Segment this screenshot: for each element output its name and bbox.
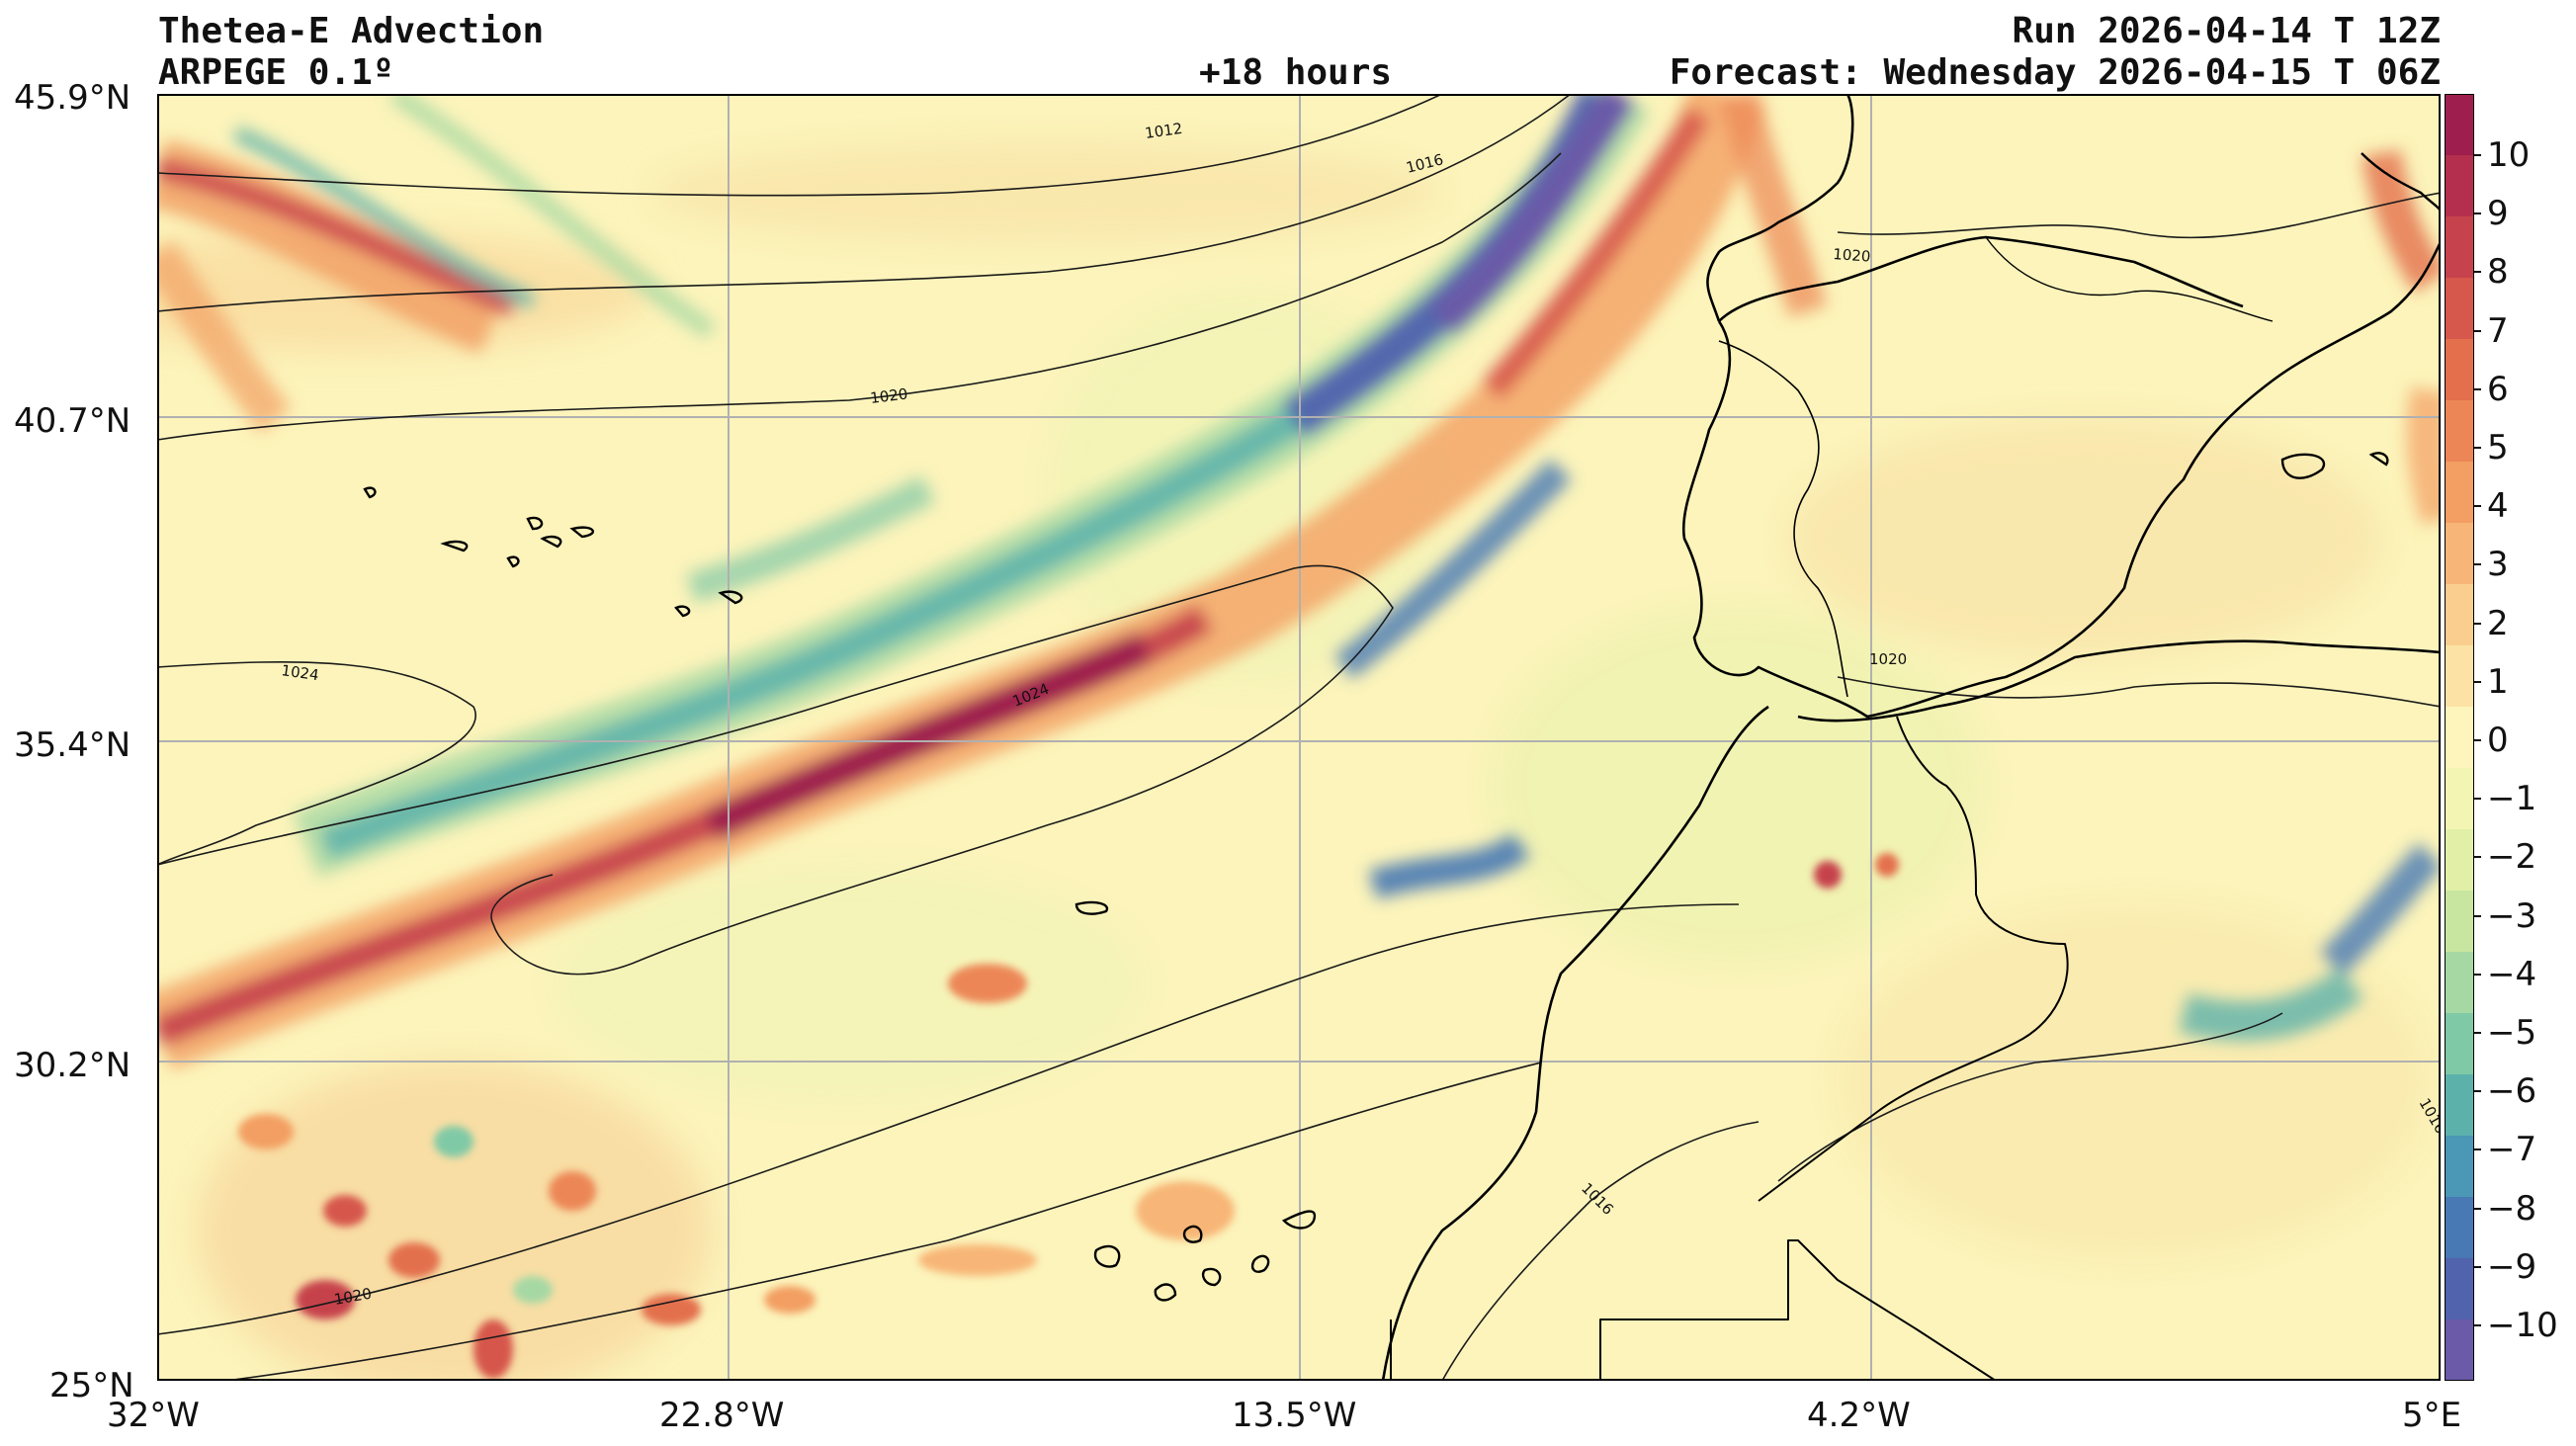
colorbar-segments [2445, 94, 2474, 1381]
map-border [157, 94, 2441, 1381]
colorbar-tick-mark [2474, 387, 2481, 390]
lon-label-32w: 32°W [107, 1396, 200, 1435]
colorbar-segment [2445, 1319, 2474, 1381]
isobar-label-1012: 1012 [1144, 120, 1183, 142]
colorbar-tick-mark [2474, 856, 2481, 859]
colorbar-tick-label: −1 [2487, 779, 2537, 819]
colorbar-tick-mark [2474, 1324, 2481, 1326]
colorbar-tick-mark [2474, 1032, 2481, 1034]
forecast-time: Forecast: Wednesday 2026-04-15 T 06Z [1669, 52, 2441, 93]
colorbar-segment [2445, 584, 2474, 646]
colorbar [2445, 94, 2474, 1381]
colorbar-segment [2445, 952, 2474, 1014]
run-time: Run 2026-04-14 T 12Z [2012, 11, 2441, 51]
colorbar-tick-label: 7 [2487, 310, 2509, 351]
colorbar-tick-mark [2474, 213, 2481, 215]
scattered-cells [238, 853, 1899, 1379]
lat-label-40-7: 40.7°N [14, 401, 131, 441]
isobar-label-1020-atlantic: 1020 [869, 384, 908, 407]
colorbar-tick-mark [2474, 505, 2481, 508]
lead-time: +18 hours [1199, 52, 1393, 93]
colorbar-tick-label: −10 [2487, 1306, 2558, 1345]
advection-map: 1012 1016 1020 1020 1024 1024 1020 1016 … [157, 94, 2441, 1381]
nw-bands [157, 94, 716, 433]
colorbar-segment [2445, 462, 2474, 524]
isobars [157, 94, 2441, 1381]
lon-label-5e: 5°E [2402, 1396, 2462, 1435]
isobar-label-1024-west: 1024 [280, 661, 319, 684]
lon-label-4-2w: 4.2°W [1807, 1396, 1911, 1435]
colorbar-tick-label: 5 [2487, 428, 2509, 468]
colorbar-tick-label: 6 [2487, 369, 2509, 409]
colorbar-tick-label: 10 [2487, 135, 2531, 175]
colorbar-segment [2445, 400, 2474, 463]
islands [363, 152, 2441, 1302]
lat-label-35-4: 35.4°N [14, 725, 131, 765]
colorbar-tick-label: −2 [2487, 837, 2537, 878]
colorbar-tick-mark [2474, 739, 2481, 741]
isobar-label-1020-iberia: 1020 [1833, 245, 1871, 266]
colorbar-tick-label: −3 [2487, 895, 2537, 936]
colorbar-segment [2445, 1074, 2474, 1137]
colorbar-segment [2445, 339, 2474, 401]
lat-label-45-9: 45.9°N [14, 78, 131, 118]
colorbar-segment [2445, 645, 2474, 708]
colorbar-segment [2445, 216, 2474, 279]
colorbar-tick-label: 8 [2487, 252, 2509, 293]
colorbar-tick-mark [2474, 271, 2481, 274]
model-name: ARPEGE 0.1º [158, 52, 394, 93]
lat-label-30-2: 30.2°N [14, 1046, 131, 1085]
colorbar-segment [2445, 707, 2474, 769]
colorbar-tick-mark [2474, 447, 2481, 449]
colorbar-tick-label: −6 [2487, 1071, 2537, 1112]
warm-front-band [157, 94, 1828, 1070]
colorbar-tick-label: −8 [2487, 1188, 2537, 1229]
colorbar-segment [2445, 155, 2474, 217]
colorbar-tick-mark [2474, 1090, 2481, 1093]
colorbar-tick-label: −9 [2487, 1246, 2537, 1287]
coastlines [1381, 94, 2441, 1381]
colorbar-tick-mark [2474, 1207, 2481, 1210]
gridlines [157, 94, 2441, 1381]
colorbar-tick-mark [2474, 154, 2481, 156]
colorbar-segment [2445, 1013, 2474, 1075]
colorbar-tick-label: −4 [2487, 954, 2537, 994]
colorbar-tick-label: 9 [2487, 194, 2509, 234]
lon-label-22-8w: 22.8°W [659, 1396, 785, 1435]
colorbar-tick-label: 0 [2487, 721, 2509, 760]
colorbar-tick-mark [2474, 1265, 2481, 1268]
colorbar-tick-mark [2474, 622, 2481, 625]
colorbar-tick-label: 1 [2487, 661, 2509, 702]
map-title: Thetea-E Advection [158, 11, 545, 51]
isobar-label-1020-gibraltar: 1020 [1869, 650, 1907, 668]
colorbar-segment [2445, 1136, 2474, 1198]
colorbar-segment [2445, 1258, 2474, 1320]
colorbar-segment [2445, 891, 2474, 953]
colorbar-tick-label: −7 [2487, 1130, 2537, 1170]
lat-label-25: 25°N [49, 1366, 134, 1405]
colorbar-segment [2445, 278, 2474, 340]
colorbar-segment [2445, 829, 2474, 892]
colorbar-segment [2445, 94, 2474, 156]
colorbar-segment [2445, 1197, 2474, 1259]
colorbar-segment [2445, 768, 2474, 830]
colorbar-tick-label: 2 [2487, 603, 2509, 643]
colorbar-tick-mark [2474, 798, 2481, 801]
colorbar-tick-mark [2474, 973, 2481, 976]
colorbar-tick-mark [2474, 563, 2481, 566]
colorbar-tick-label: 3 [2487, 545, 2509, 585]
colorbar-tick-mark [2474, 329, 2481, 332]
colorbar-tick-mark [2474, 680, 2481, 683]
colorbar-tick-label: 4 [2487, 486, 2509, 527]
colorbar-tick-label: −5 [2487, 1013, 2537, 1053]
lon-label-13-5w: 13.5°W [1232, 1396, 1357, 1435]
colorbar-tick-mark [2474, 1148, 2481, 1151]
colorbar-tick-mark [2474, 914, 2481, 917]
colorbar-segment [2445, 523, 2474, 585]
